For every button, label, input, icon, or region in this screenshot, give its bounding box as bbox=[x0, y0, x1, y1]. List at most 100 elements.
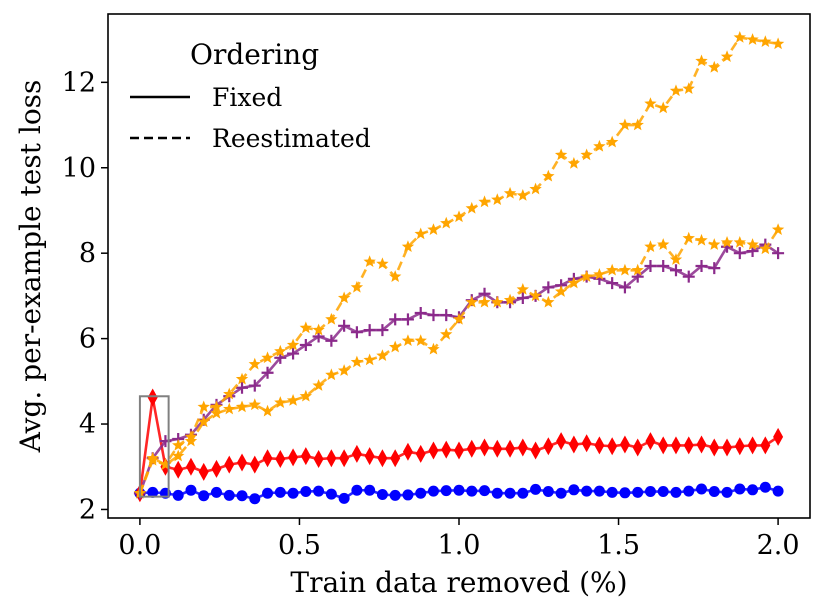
data-point-blue-fixed bbox=[210, 486, 222, 498]
data-point-orange-upper bbox=[159, 458, 172, 470]
data-point-orange-upper bbox=[542, 169, 555, 182]
data-point-blue-fixed bbox=[313, 485, 325, 497]
data-point-purple-fixed bbox=[682, 270, 695, 283]
data-point-blue-fixed bbox=[364, 484, 376, 496]
data-point-red-fixed bbox=[479, 438, 490, 457]
data-point-blue-fixed bbox=[644, 486, 656, 498]
x-axis-ticks: 0.0 0.5 1.0 1.5 2.0 bbox=[118, 518, 800, 561]
data-point-orange-lower bbox=[363, 353, 376, 366]
data-point-orange-lower bbox=[771, 223, 785, 235]
data-point-red-fixed bbox=[377, 449, 388, 468]
data-point-red-fixed bbox=[556, 432, 567, 451]
y-tick-label: 10 bbox=[62, 153, 96, 184]
data-point-orange-upper bbox=[503, 186, 517, 199]
data-point-purple-fixed bbox=[325, 334, 338, 347]
data-point-purple-fixed bbox=[772, 247, 785, 260]
data-point-orange-upper bbox=[580, 148, 593, 161]
data-point-red-fixed bbox=[594, 436, 605, 455]
legend-title: Ordering bbox=[190, 38, 319, 71]
y-tick-label: 4 bbox=[79, 409, 96, 440]
data-point-purple-fixed bbox=[695, 260, 708, 272]
data-point-orange-upper bbox=[401, 240, 415, 253]
data-point-orange-upper bbox=[210, 400, 223, 413]
data-point-orange-lower bbox=[733, 236, 746, 248]
data-point-red-fixed bbox=[619, 435, 630, 454]
data-point-red-fixed bbox=[454, 441, 464, 460]
data-point-blue-fixed bbox=[223, 489, 235, 501]
data-point-purple-fixed bbox=[440, 309, 453, 322]
data-point-orange-lower bbox=[618, 263, 632, 276]
data-point-orange-upper bbox=[618, 118, 632, 131]
data-point-red-fixed bbox=[607, 437, 618, 456]
data-point-orange-lower bbox=[210, 406, 223, 419]
data-point-orange-lower bbox=[427, 342, 440, 355]
data-point-blue-fixed bbox=[619, 487, 631, 499]
data-point-purple-fixed bbox=[606, 277, 619, 290]
x-tick-label: 2.0 bbox=[757, 530, 800, 561]
x-tick-label: 1.5 bbox=[597, 530, 640, 561]
data-point-orange-lower bbox=[452, 312, 466, 325]
data-point-purple-fixed bbox=[363, 324, 376, 337]
data-point-orange-upper bbox=[312, 323, 325, 336]
data-point-orange-lower bbox=[261, 404, 274, 417]
data-point-red-fixed bbox=[185, 457, 196, 476]
data-point-red-fixed bbox=[722, 438, 733, 457]
data-point-orange-upper bbox=[274, 344, 287, 357]
data-point-orange-lower bbox=[669, 253, 683, 265]
data-point-orange-upper bbox=[491, 193, 504, 206]
legend: Ordering Fixed Reestimated bbox=[130, 38, 371, 153]
data-point-orange-upper bbox=[376, 257, 389, 270]
data-point-orange-upper bbox=[567, 156, 581, 169]
data-point-red-fixed bbox=[364, 447, 375, 466]
data-point-orange-upper bbox=[350, 280, 364, 293]
data-point-orange-upper bbox=[746, 33, 759, 45]
data-point-blue-fixed bbox=[593, 485, 605, 497]
data-point-purple-fixed bbox=[338, 319, 351, 332]
data-point-blue-fixed bbox=[338, 492, 350, 504]
data-point-orange-upper bbox=[363, 255, 376, 267]
data-point-orange-lower bbox=[567, 276, 581, 289]
data-point-orange-lower bbox=[720, 236, 734, 248]
data-point-blue-fixed bbox=[300, 486, 312, 498]
data-point-blue-fixed bbox=[427, 485, 439, 497]
data-point-purple-fixed bbox=[427, 309, 440, 322]
x-tick-label: 0.0 bbox=[118, 530, 161, 561]
data-point-blue-fixed bbox=[530, 483, 542, 495]
data-point-blue-fixed bbox=[696, 483, 708, 495]
data-point-orange-upper bbox=[223, 387, 236, 400]
data-point-orange-upper bbox=[669, 84, 683, 97]
data-point-blue-fixed bbox=[657, 486, 669, 498]
data-point-purple-fixed bbox=[261, 366, 274, 379]
data-point-red-fixed bbox=[173, 460, 184, 479]
data-point-purple-fixed bbox=[414, 306, 427, 319]
data-point-orange-upper bbox=[644, 97, 657, 109]
data-point-blue-fixed bbox=[274, 486, 286, 498]
data-point-purple-fixed bbox=[708, 262, 721, 275]
data-point-blue-fixed bbox=[568, 484, 580, 496]
data-point-blue-fixed bbox=[479, 485, 491, 497]
data-point-orange-lower bbox=[235, 400, 249, 413]
y-axis-label: Avg. per-example test loss bbox=[14, 80, 47, 454]
data-point-orange-upper bbox=[465, 201, 478, 214]
data-point-red-fixed bbox=[581, 434, 592, 453]
data-point-orange-lower bbox=[695, 233, 708, 246]
data-point-orange-upper bbox=[593, 139, 606, 152]
x-axis-label: Train data removed (%) bbox=[290, 566, 627, 599]
data-point-purple-fixed bbox=[733, 247, 746, 260]
data-point-blue-fixed bbox=[747, 484, 759, 496]
data-point-purple-fixed bbox=[287, 347, 300, 360]
data-point-purple-fixed bbox=[299, 339, 312, 352]
data-point-blue-fixed bbox=[759, 481, 771, 493]
data-point-red-fixed bbox=[275, 450, 286, 469]
data-point-orange-lower bbox=[337, 364, 351, 376]
data-point-orange-lower bbox=[746, 238, 759, 250]
data-point-orange-lower bbox=[401, 334, 415, 346]
data-point-red-fixed bbox=[249, 455, 260, 474]
data-point-red-fixed bbox=[237, 453, 248, 472]
data-point-orange-lower bbox=[299, 389, 313, 402]
data-point-blue-fixed bbox=[683, 485, 695, 497]
data-point-orange-upper bbox=[733, 30, 746, 43]
data-point-blue-fixed bbox=[517, 487, 529, 499]
data-point-blue-fixed bbox=[670, 486, 682, 498]
data-point-orange-upper bbox=[516, 189, 529, 201]
